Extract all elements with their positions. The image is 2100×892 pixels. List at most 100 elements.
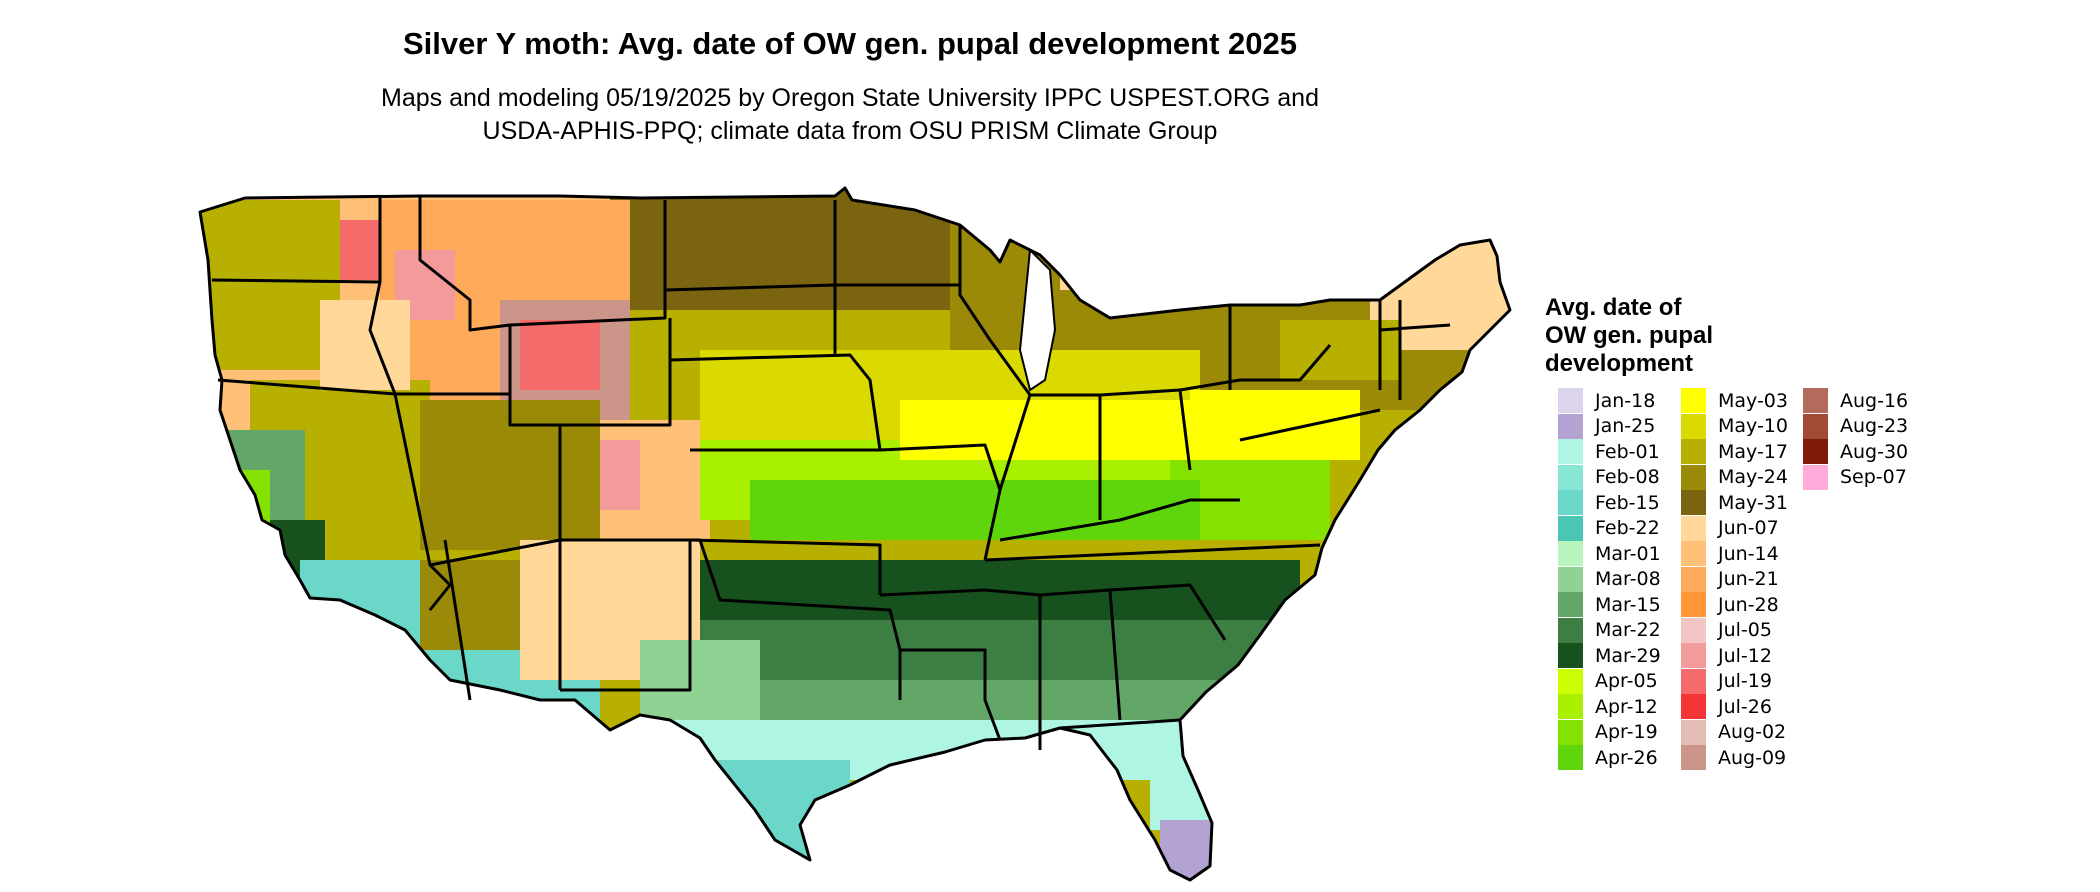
legend-swatch [1558,388,1583,414]
legend-label: Jul-05 [1718,619,1772,642]
legend-label: Apr-05 [1595,670,1658,693]
legend-item: Jul-05 [1681,617,1788,644]
legend-swatch [1558,592,1583,618]
legend-item: Jul-12 [1681,643,1788,669]
legend-item: Aug-16 [1803,388,1908,414]
legend-item: Aug-02 [1681,719,1788,746]
legend-swatch [1558,617,1583,643]
legend-swatch [1681,668,1706,694]
legend-item: Feb-15 [1558,490,1661,516]
subtitle-line-1: Maps and modeling 05/19/2025 by Oregon S… [381,84,1319,112]
us-map [198,186,1512,882]
legend-item: Mar-08 [1558,566,1661,593]
legend-item: Feb-01 [1558,439,1661,465]
legend-label: Jan-18 [1595,389,1656,412]
legend-swatch [1681,592,1706,618]
legend-swatch [1681,719,1706,745]
legend-item: Sep-07 [1803,464,1908,491]
legend-label: May-10 [1718,415,1788,438]
legend-column-1: Jan-18 Jan-25 Feb-01 Feb-08 Feb-15 Feb-22 Mar-… [1558,388,1661,771]
legend-item: Apr-26 [1558,745,1661,771]
legend-item: Jan-25 [1558,413,1661,440]
legend-swatch [1803,464,1828,490]
legend-swatch [1681,566,1706,592]
legend-label: Aug-02 [1718,721,1787,744]
legend-label: Jun-28 [1718,593,1779,616]
legend-label: Aug-30 [1840,440,1909,463]
legend-item: May-10 [1681,413,1788,440]
legend-item: Apr-12 [1558,694,1661,720]
map-title: Silver Y moth: Avg. date of OW gen. pupa… [402,26,1298,61]
legend-item: May-24 [1681,464,1788,491]
legend-item: May-17 [1681,439,1788,465]
legend-item: Feb-08 [1558,464,1661,491]
legend-swatch [1558,515,1583,541]
legend-swatch [1681,388,1706,414]
legend-label: Apr-26 [1595,746,1658,769]
legend-title-line-2: OW gen. pupal [1545,322,1713,349]
legend-label: Mar-01 [1595,542,1661,565]
legend-label: Mar-22 [1595,619,1661,642]
legend-item: Jun-07 [1681,515,1788,542]
legend-item: Jun-28 [1681,592,1788,618]
legend-label: Jun-07 [1718,517,1779,540]
lake-michigan [1018,247,1057,392]
legend-label: Feb-22 [1595,517,1660,540]
legend-title-line-1: Avg. date of [1545,294,1682,321]
legend-label: Feb-15 [1595,491,1660,514]
map-fill [200,188,1510,880]
legend-item: Apr-05 [1558,668,1661,695]
map-legend: Avg. date of OW gen. pupal development J… [1545,294,2085,794]
legend-swatch [1558,439,1583,465]
legend-label: Apr-19 [1595,721,1658,744]
legend-swatch [1558,668,1583,694]
legend-label: Sep-07 [1840,466,1907,489]
legend-item: Apr-19 [1558,719,1661,746]
legend-label: Aug-09 [1718,746,1787,769]
legend-label: Jul-26 [1718,695,1772,718]
legend-swatch [1558,719,1583,745]
legend-swatch [1681,490,1706,516]
legend-swatch [1803,413,1828,439]
legend-swatch [1681,694,1706,720]
legend-item: Aug-23 [1803,413,1908,440]
legend-swatch [1558,745,1583,771]
legend-item: May-31 [1681,490,1788,516]
legend-label: Aug-16 [1840,389,1909,412]
legend-swatch [1681,439,1706,465]
legend-swatch [1803,388,1828,414]
legend-item: Aug-09 [1681,745,1788,771]
legend-title-line-3: development [1545,350,1694,377]
legend-label: May-24 [1718,466,1788,489]
legend-label: Mar-29 [1595,644,1661,667]
legend-swatch [1681,643,1706,669]
legend-label: May-03 [1718,389,1788,412]
legend-swatch [1558,566,1583,592]
legend-item: Aug-30 [1803,439,1908,465]
legend-swatch [1681,515,1706,541]
legend-column-3: Aug-16 Aug-23 Aug-30 Sep-07 [1803,388,1908,490]
legend-item: Mar-15 [1558,592,1661,618]
legend-label: Mar-08 [1595,568,1661,591]
legend-swatch [1681,745,1706,771]
legend-item: Feb-22 [1558,515,1661,542]
legend-label: May-31 [1718,491,1788,514]
legend-title: Avg. date of OW gen. pupal development [1545,294,1805,378]
legend-item: Mar-01 [1558,541,1661,567]
legend-swatch [1558,694,1583,720]
legend-swatch [1558,413,1583,439]
legend-label: May-17 [1718,440,1788,463]
legend-swatch [1681,464,1706,490]
legend-swatch [1681,541,1706,567]
legend-item: Jul-26 [1681,694,1788,720]
legend-label: Feb-08 [1595,466,1660,489]
legend-column-2: May-03 May-10 May-17 May-24 May-31 Jun-07 Jun-… [1681,388,1788,771]
legend-item: Jan-18 [1558,388,1661,414]
legend-swatch [1558,464,1583,490]
map-subtitle: Maps and modeling 05/19/2025 by Oregon S… [220,82,1480,148]
legend-label: Jun-21 [1718,568,1779,591]
legend-label: Mar-15 [1595,593,1661,616]
legend-label: Jul-19 [1718,670,1772,693]
legend-label: Apr-12 [1595,695,1658,718]
legend-swatch [1681,617,1706,643]
